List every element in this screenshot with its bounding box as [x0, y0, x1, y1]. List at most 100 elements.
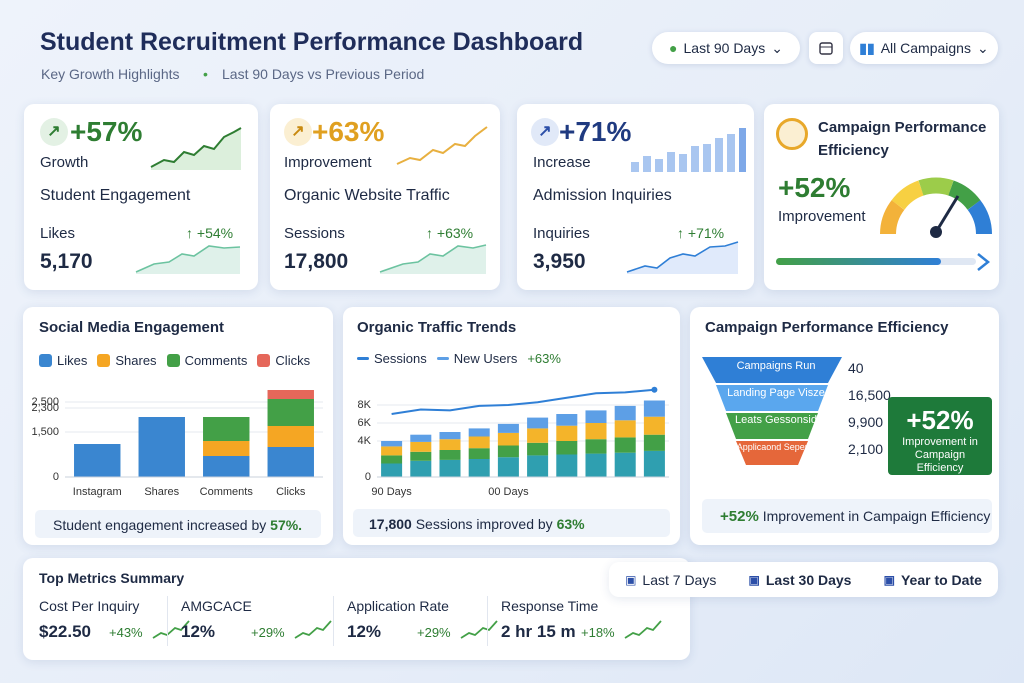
line	[391, 388, 655, 415]
legend-item: Shares	[97, 353, 157, 368]
kpi-value: +71%	[559, 116, 632, 147]
bar-segment	[439, 459, 461, 477]
sparkline	[152, 620, 190, 639]
change-text: +71%	[687, 225, 725, 241]
chevron: ⌄	[771, 39, 783, 56]
bar-segment	[614, 420, 636, 438]
range-button[interactable]: ▣ Last 30 Days	[749, 572, 852, 588]
metric-label: Inquiries	[533, 225, 590, 242]
metric-change: ↑ +54%	[186, 225, 234, 241]
annotation: +63%	[527, 351, 561, 366]
combo-chart: 0 4K 6K 8K 90 Days 00 Days	[358, 386, 669, 498]
metric-change: +29%	[251, 625, 285, 640]
gauge	[880, 177, 992, 238]
divider	[333, 596, 334, 646]
metric-label: Application Rate	[347, 598, 449, 614]
legend-swatch	[436, 357, 449, 360]
legend-item: Likes	[39, 353, 87, 368]
metric-change: +18%	[581, 625, 615, 640]
bar-segment	[556, 441, 578, 455]
change-text: +54%	[196, 225, 234, 241]
metric-change: +29%	[417, 625, 451, 640]
bar-segment	[267, 390, 314, 399]
sparkline	[626, 241, 739, 274]
legend-swatch	[166, 354, 180, 367]
bar-segment	[643, 400, 665, 417]
metric-label: Response Time	[501, 598, 599, 614]
legend-label: Sessions	[374, 351, 427, 366]
stage-label: Leats Gessonsid	[735, 414, 817, 426]
bar-segment	[468, 428, 490, 437]
bar-segment	[497, 423, 519, 433]
line-end	[651, 386, 658, 393]
period-dropdown[interactable]: ● Last 90 Days ⌄	[652, 32, 800, 64]
range-button[interactable]: ▣ Last 7 Days	[625, 572, 716, 588]
y-tick-label: 2,500	[31, 396, 59, 408]
bar-segment	[585, 423, 607, 440]
kpi-title: Student Engagement	[40, 187, 191, 204]
bar-segment	[410, 434, 432, 442]
bar-segment	[643, 450, 665, 477]
bar-segment	[585, 439, 607, 454]
x-tick-label: Instagram	[73, 486, 122, 498]
legend-swatch	[257, 354, 271, 367]
bar-segment	[267, 426, 314, 447]
legend-item: Clicks	[257, 353, 310, 368]
calendar-button[interactable]	[809, 32, 843, 64]
kpi-title: Admission Inquiries	[533, 187, 672, 204]
metric-change: +43%	[109, 625, 143, 640]
bar-segment	[410, 441, 432, 452]
range-label: Last 30 Days	[765, 571, 852, 588]
chart-title: Organic Traffic Trends	[357, 319, 517, 336]
efficiency-card: Campaign Performance Efficiency +52% Imp…	[764, 104, 999, 290]
sparkline	[379, 244, 487, 274]
funnel	[702, 357, 842, 465]
footer-text: Improvement in Campaign Efficiency	[762, 508, 991, 524]
range-selector: ▣ Last 7 Days ▣ Last 30 Days ▣ Year to Date	[609, 562, 998, 597]
highlight-label: Improvement in Campaign Efficiency	[902, 436, 978, 474]
period: Last 90 Days vs Previous Period	[222, 66, 425, 82]
card-title: Top Metrics Summary	[39, 570, 185, 586]
metric-value: 3,950	[533, 250, 586, 273]
bar-segment	[585, 453, 607, 477]
metric-value: $22.50	[39, 622, 91, 641]
bar-segment	[468, 459, 490, 477]
y-tick-label: 6K	[358, 417, 372, 429]
bar-segment	[203, 417, 250, 441]
stage-label: Campaigns Run	[736, 360, 816, 372]
legend-item: New Users	[436, 351, 517, 366]
metric-label: AMGCACE	[181, 598, 252, 614]
range-button[interactable]: ▣ Year to Date	[884, 572, 982, 588]
campaign-dropdown[interactable]: ▮▮ All Campaigns ⌄	[850, 32, 998, 64]
y-tick-label: 8K	[358, 399, 372, 411]
metric-value: 12%	[181, 622, 216, 641]
kpi-icon: ↗	[531, 118, 559, 146]
metric-value: 5,170	[40, 250, 93, 273]
bar-segment	[614, 405, 636, 421]
metric-label: Cost Per Inquiry	[39, 598, 140, 614]
kpi-card: ↗ +63% Improvement Organic Website Traff…	[270, 104, 500, 290]
range-icon: ▣	[748, 572, 760, 587]
footer-value: +52%	[720, 508, 759, 525]
bar-segment	[527, 455, 549, 477]
x-tick-label: 90 Days	[371, 486, 412, 498]
metric-value: 12%	[347, 622, 382, 641]
kpi-card: ↗ +57% Growth Student Engagement Likes 5…	[24, 104, 258, 290]
kpi-title: Organic Website Traffic	[284, 187, 450, 204]
sparkline	[396, 126, 488, 165]
y-tick-label: 0	[365, 471, 371, 483]
progress-bar	[776, 253, 991, 271]
legend-label: Likes	[57, 353, 88, 368]
dot: •	[203, 66, 208, 82]
legend-label: Clicks	[275, 353, 311, 368]
highlight-box: +52% Improvement in Campaign Efficiency	[888, 397, 992, 475]
metric-change: ↑ +63%	[426, 225, 474, 241]
legend-swatch	[357, 357, 369, 360]
kpi-value: +57%	[70, 116, 143, 147]
subtitle: Key Growth Highlights	[41, 66, 180, 82]
range-label: Year to Date	[900, 571, 982, 588]
bar-segment	[203, 456, 250, 477]
chart-card: Social Media Engagement Likes Shares Comme…	[23, 307, 333, 545]
bar-segment	[556, 414, 578, 426]
